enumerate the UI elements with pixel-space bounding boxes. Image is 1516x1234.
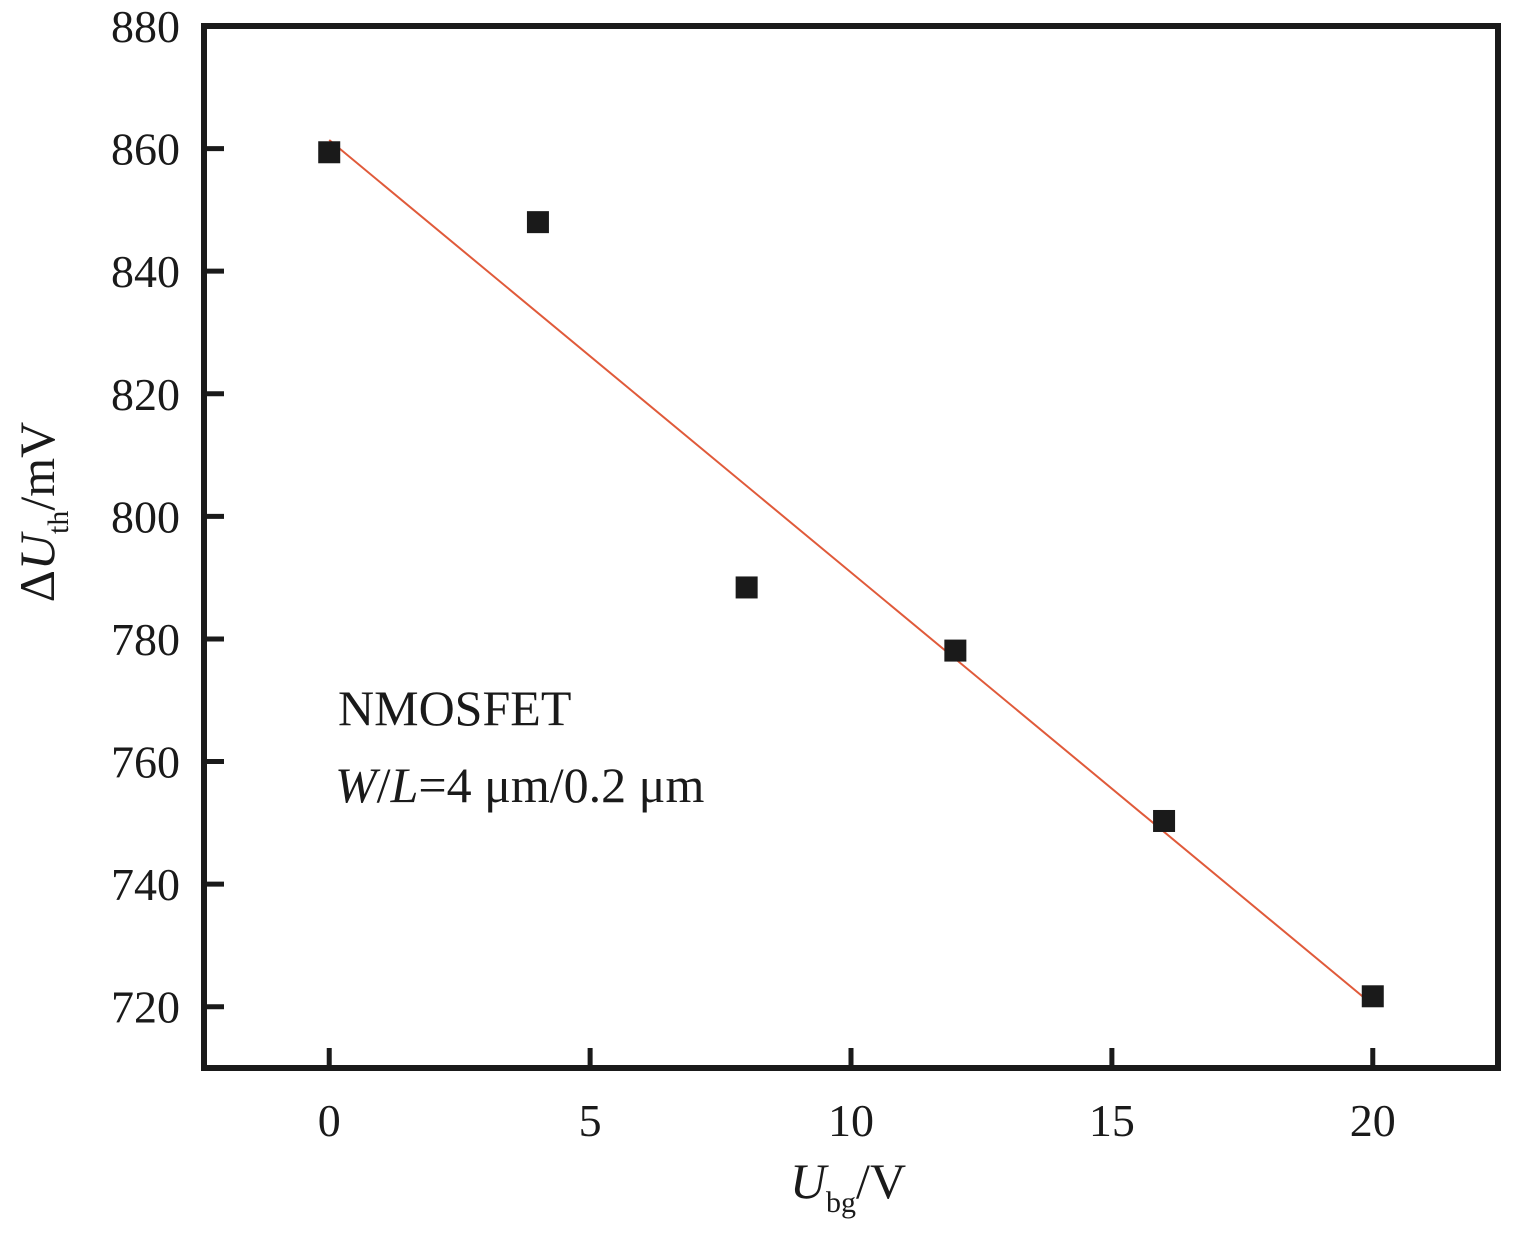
- annotation-device: NMOSFET: [338, 680, 571, 736]
- y-axis-label: ΔUth/mV: [9, 422, 75, 603]
- data-point: [318, 141, 341, 164]
- y-tick-label: 860: [111, 124, 180, 175]
- y-tick-label: 780: [111, 614, 180, 665]
- y-tick-label: 820: [111, 369, 180, 420]
- plot-area: [201, 23, 1501, 1071]
- y-tick-label: 740: [111, 859, 180, 910]
- x-axis-label: Ubg/V: [790, 1153, 906, 1219]
- axis-ticks: 0 5 10 15 20 720 740 760 780 800 820 840 860 880: [111, 1, 1396, 1146]
- x-tick-label: 20: [1350, 1095, 1396, 1146]
- data-point: [1361, 985, 1384, 1008]
- y-tick-label: 800: [111, 491, 180, 542]
- fit-line-layer: [328, 139, 1374, 1006]
- x-tick-label: 10: [828, 1095, 874, 1146]
- data-point: [735, 576, 758, 599]
- y-tick-label: 840: [111, 246, 180, 297]
- plot-frame: [201, 23, 1501, 1071]
- y-tick-label: 760: [111, 737, 180, 788]
- data-point: [944, 639, 967, 662]
- x-tick-label: 5: [579, 1095, 602, 1146]
- x-tick-label: 15: [1089, 1095, 1135, 1146]
- y-tick-label: 720: [111, 982, 180, 1033]
- data-point: [1153, 809, 1176, 832]
- fit-line: [328, 139, 1374, 1006]
- y-tick-label: 880: [111, 1, 180, 52]
- data-point: [526, 211, 549, 234]
- data-points: [318, 141, 1384, 1008]
- x-tick-label: 0: [318, 1095, 341, 1146]
- annotation-dimensions: W/L=4 μm/0.2 μm: [335, 757, 704, 813]
